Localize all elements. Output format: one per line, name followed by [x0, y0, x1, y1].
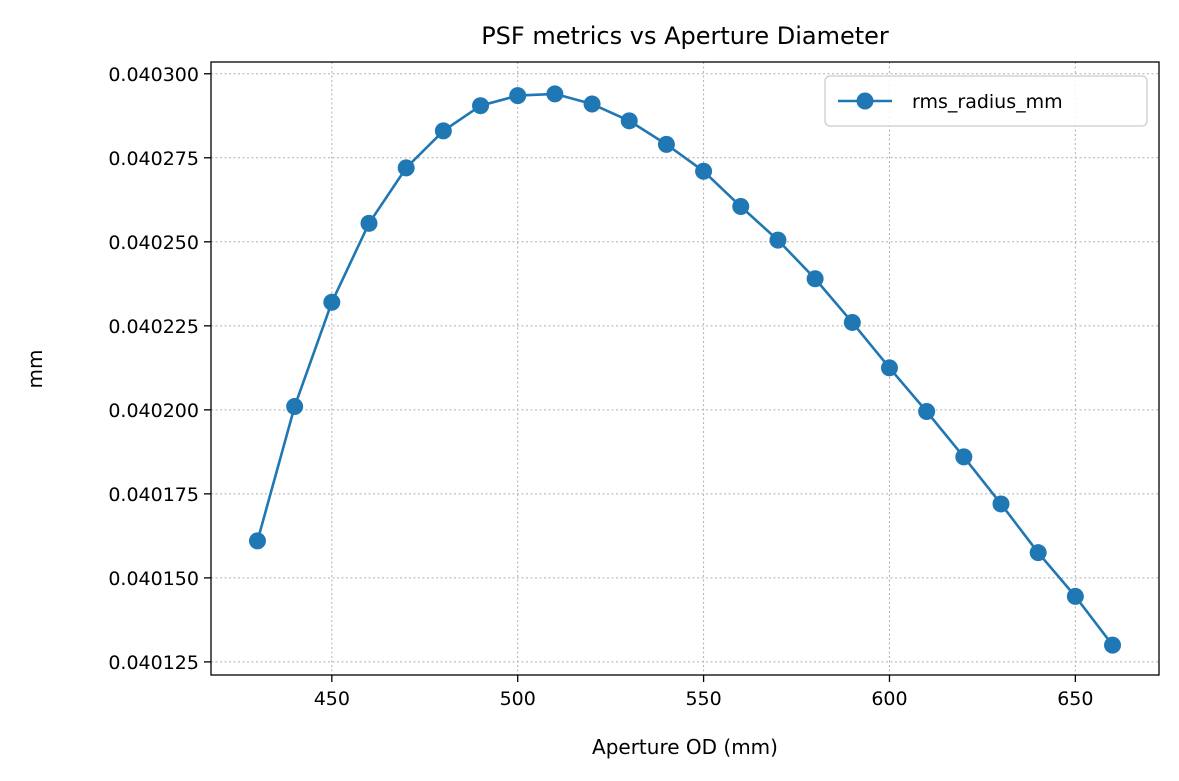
x-tick-label: 450	[314, 688, 350, 710]
data-point	[583, 95, 601, 113]
data-point	[806, 270, 824, 288]
data-point	[472, 97, 490, 115]
x-axis: 450 500 550 600 650	[314, 675, 1093, 710]
data-point	[695, 162, 713, 180]
data-point	[397, 159, 415, 177]
data-point	[1066, 587, 1084, 605]
y-axis-label: mm	[23, 350, 47, 389]
y-tick-label: 0.040125	[108, 652, 199, 674]
x-tick-label: 650	[1057, 688, 1093, 710]
data-point	[918, 403, 936, 421]
x-tick-label: 600	[871, 688, 907, 710]
x-tick-label: 500	[500, 688, 536, 710]
y-tick-label: 0.040175	[108, 484, 199, 506]
series-layer	[248, 85, 1122, 654]
data-point	[323, 293, 341, 311]
legend-marker	[856, 92, 874, 110]
y-axis: 0.040125 0.040150 0.040175 0.040200 0.040225…	[108, 64, 211, 674]
data-point	[769, 231, 787, 249]
data-point	[843, 313, 861, 331]
y-tick-label: 0.040275	[108, 148, 199, 170]
data-point	[620, 112, 638, 130]
legend-box	[824, 75, 1148, 127]
x-axis-label: Aperture OD (mm)	[592, 735, 778, 759]
legend-label: rms_radius_mm	[912, 91, 1063, 113]
x-tick-label: 550	[685, 688, 721, 710]
data-point	[1029, 544, 1047, 562]
data-point	[955, 448, 973, 466]
y-tick-label: 0.040150	[108, 568, 199, 590]
data-point	[732, 198, 750, 216]
data-point	[509, 87, 527, 105]
data-point	[286, 397, 304, 415]
data-point	[880, 359, 898, 377]
data-point	[1104, 636, 1122, 654]
y-tick-label: 0.040300	[108, 64, 199, 86]
legend: rms_radius_mm	[824, 75, 1148, 127]
data-point	[360, 214, 378, 232]
series-line	[256, 92, 1114, 646]
chart-title: PSF metrics vs Aperture Diameter	[481, 22, 889, 50]
data-point	[248, 532, 266, 550]
data-point	[434, 122, 452, 140]
data-point	[992, 495, 1010, 513]
y-tick-label: 0.040250	[108, 232, 199, 254]
plot-frame	[210, 61, 1160, 676]
y-tick-label: 0.040200	[108, 400, 199, 422]
data-point	[546, 85, 564, 103]
plot-area-background	[211, 62, 1159, 675]
data-point	[657, 135, 675, 153]
y-tick-label: 0.040225	[108, 316, 199, 338]
